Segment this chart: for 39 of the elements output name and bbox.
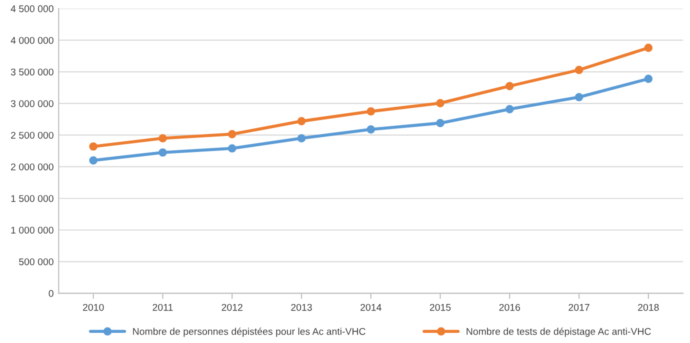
point [297, 117, 306, 126]
y-tick-label: 3 000 000 [10, 100, 54, 108]
point [436, 118, 444, 128]
point [644, 44, 653, 52]
x-tick-label: 2014 [360, 304, 382, 311]
point [89, 142, 98, 151]
point [297, 134, 306, 142]
x-tick-label: 2016 [499, 304, 520, 311]
y-tick-label: 500 000 [19, 258, 54, 266]
x-tick-label: 2010 [83, 304, 104, 311]
y-tick-label: 4 000 000 [10, 36, 54, 44]
point [644, 74, 653, 83]
y-tick-label: 2 500 000 [11, 132, 54, 139]
point [436, 98, 444, 108]
y-tick-label: 2 000 000 [11, 163, 54, 170]
x-tick-label: 2015 [430, 304, 451, 311]
y-tick-label: 0 [48, 290, 54, 297]
x-tick-label: 2011 [152, 304, 173, 311]
point [505, 82, 514, 90]
x-tick-label: 2013 [291, 304, 312, 311]
point [89, 156, 98, 165]
point [574, 66, 584, 74]
y-tick-label: 1 500 000 [11, 195, 54, 202]
legend-label: Nombre de tests de dépistage Ac anti-VHC [466, 328, 651, 337]
point [366, 125, 376, 134]
y-tick-label: 1 000 000 [11, 226, 54, 234]
x-tick-label: 2012 [222, 304, 242, 311]
x-tick-label: 2018 [638, 304, 659, 311]
point [228, 130, 236, 138]
point [158, 134, 167, 142]
y-tick-label: 4 500 000 [10, 5, 54, 12]
x-tick-label: 2017 [568, 304, 590, 311]
point [574, 92, 584, 102]
point [228, 144, 236, 153]
point [366, 107, 376, 116]
y-tick-label: 3 500 000 [10, 68, 54, 76]
legend-label: Nombre de personnes dépistées pour les Ac anti-VHC [133, 328, 366, 337]
point [505, 105, 514, 114]
point [158, 148, 167, 157]
